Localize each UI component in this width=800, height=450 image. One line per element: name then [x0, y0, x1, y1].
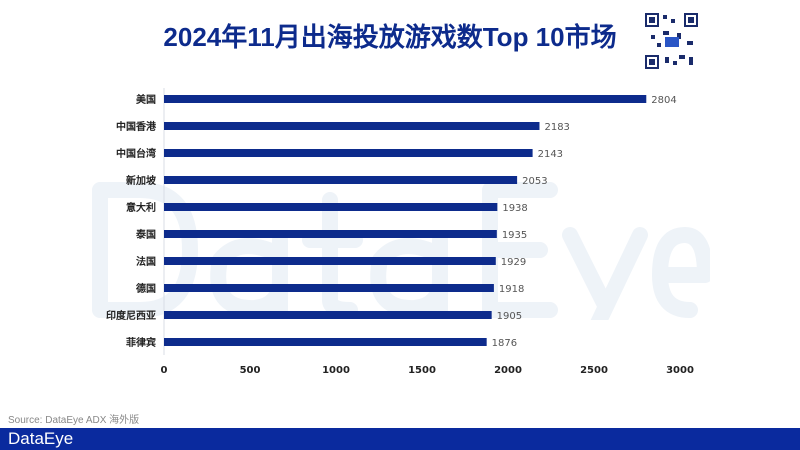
x-tick-label: 1000	[322, 365, 350, 376]
source-note: Source: DataEye ADX 海外版	[8, 415, 140, 426]
data-label: 1905	[497, 311, 522, 322]
qr-code	[643, 11, 700, 71]
footer-bar: DataEye	[0, 428, 800, 450]
x-tick-label: 0	[161, 365, 168, 376]
category-label: 中国台湾	[116, 147, 156, 160]
x-tick-label: 2000	[494, 365, 522, 376]
category-label: 美国	[136, 93, 156, 106]
chart-title: 2024年11月出海投放游戏数Top 10市场	[163, 22, 617, 52]
category-label: 泰国	[135, 228, 156, 241]
category-label: 法国	[136, 255, 156, 268]
bar	[164, 149, 533, 157]
category-label: 中国香港	[116, 120, 157, 133]
data-label: 1938	[502, 203, 527, 214]
category-label: 新加坡	[126, 174, 157, 187]
data-label: 1929	[501, 257, 526, 268]
bar	[164, 338, 487, 346]
bar-chart: 美国 2804 中国香港 2183 中国台湾 2143 新加坡 2053 意大利 1938 泰国 19…	[106, 88, 694, 376]
bar	[164, 230, 497, 238]
bar	[164, 311, 492, 319]
data-label: 1918	[499, 284, 524, 295]
data-label: 2143	[538, 149, 563, 160]
data-label: 2053	[522, 176, 547, 187]
bar	[164, 284, 494, 292]
watermark-logo	[92, 182, 710, 320]
data-label: 2183	[544, 122, 569, 133]
data-label: 1876	[492, 338, 517, 349]
bar	[164, 257, 496, 265]
category-label: 印度尼西亚	[106, 309, 156, 322]
data-label: 1935	[502, 230, 527, 241]
x-tick-label: 2500	[580, 365, 608, 376]
x-tick-label: 3000	[666, 365, 694, 376]
bar	[164, 176, 518, 184]
bar	[164, 203, 498, 211]
bar	[164, 95, 647, 103]
brand-logo: DataEye	[8, 429, 74, 448]
category-label: 菲律宾	[126, 336, 156, 349]
category-label: 德国	[135, 282, 156, 295]
x-tick-label: 500	[240, 365, 261, 376]
x-tick-label: 1500	[408, 365, 436, 376]
category-label: 意大利	[126, 201, 156, 214]
data-label: 2804	[651, 95, 676, 106]
bar	[164, 122, 540, 130]
